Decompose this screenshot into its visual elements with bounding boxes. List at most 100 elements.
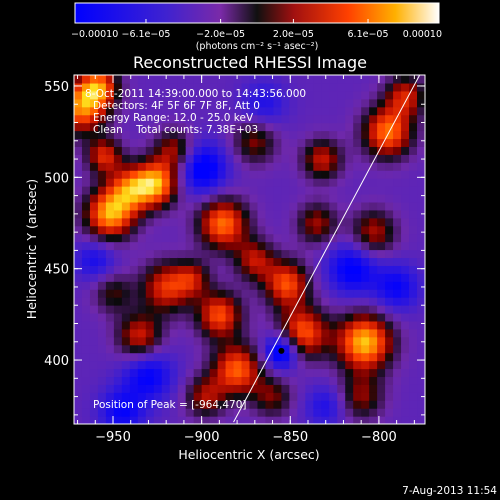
heatmap-cell	[74, 178, 83, 187]
heatmap-cell	[193, 352, 203, 362]
heatmap-cell	[97, 170, 107, 179]
heatmap-cell	[361, 384, 370, 393]
heatmap-cell	[113, 305, 123, 314]
heatmap-cell	[281, 75, 290, 84]
heatmap-cell	[361, 193, 370, 203]
heatmap-cell	[217, 320, 227, 330]
heatmap-cell	[185, 193, 195, 203]
heatmap-cell	[345, 146, 354, 155]
heatmap-cell	[113, 352, 123, 362]
heatmap-cell	[305, 209, 314, 219]
heatmap-cell	[137, 360, 147, 370]
heatmap-cell	[337, 130, 346, 140]
heatmap-cell	[161, 162, 171, 171]
heatmap-cell	[401, 217, 410, 227]
heatmap-cell	[129, 257, 139, 266]
heatmap-cell	[81, 178, 91, 187]
heatmap-cell	[329, 360, 338, 370]
heatmap-cell	[113, 376, 123, 385]
heatmap-cell	[153, 416, 163, 424]
heatmap-cell	[281, 154, 290, 163]
heatmap-cell	[233, 408, 243, 417]
heatmap-cell	[209, 130, 219, 140]
heatmap-cell	[153, 154, 163, 163]
heatmap-cell	[313, 233, 322, 243]
heatmap-cell	[81, 75, 91, 84]
heatmap-cell	[257, 360, 267, 370]
heatmap-cell	[105, 154, 115, 163]
heatmap-cell	[169, 344, 179, 354]
heatmap-cell	[401, 249, 410, 259]
heatmap-cell	[289, 297, 298, 306]
heatmap-cell	[305, 376, 314, 385]
heatmap-cell	[97, 273, 107, 282]
heatmap-cell	[409, 90, 418, 100]
heatmap-cell	[393, 416, 402, 424]
heatmap-cell	[353, 312, 362, 322]
heatmap-cell	[329, 233, 338, 243]
heatmap-cell	[321, 281, 330, 290]
heatmap-cell	[377, 106, 386, 116]
heatmap-cell	[385, 328, 394, 338]
heatmap-cell	[401, 154, 410, 163]
heatmap-cell	[97, 249, 107, 259]
heatmap-cell	[329, 320, 338, 330]
heatmap-cell	[121, 122, 131, 132]
heatmap-cell	[401, 106, 410, 116]
heatmap-cell	[249, 193, 259, 203]
heatmap-cell	[273, 289, 283, 298]
colorbar-ticks: −0.00010 −6.1e−05 −2.0e−05 2.0e−05 6.1e−05 0.…	[71, 19, 442, 40]
heatmap-cell	[369, 368, 378, 378]
heatmap-cell	[289, 162, 298, 171]
heatmap-cell	[74, 122, 83, 132]
heatmap-cell	[121, 90, 131, 100]
heatmap-cell	[385, 384, 394, 393]
heatmap-cell	[305, 170, 314, 179]
heatmap-cell	[393, 241, 402, 251]
heatmap-cell	[153, 281, 163, 290]
heatmap-cell	[249, 162, 259, 171]
heatmap-cell	[137, 297, 147, 306]
heatmap-cell	[217, 289, 227, 298]
heatmap-cell	[193, 178, 203, 187]
heatmap-cell	[153, 320, 163, 330]
heatmap-cell	[74, 400, 83, 409]
heatmap-cell	[409, 209, 418, 219]
heatmap-cell	[273, 360, 283, 370]
heatmap-cell	[393, 320, 402, 330]
heatmap-cell	[209, 281, 219, 290]
heatmap-cell	[289, 336, 298, 346]
heatmap-cell	[97, 344, 107, 354]
heatmap-cell	[401, 90, 410, 100]
heatmap-cell	[313, 384, 322, 393]
heatmap-cell	[305, 336, 314, 346]
heatmap-cell	[193, 122, 203, 132]
heatmap-cell	[313, 305, 322, 314]
heatmap-cell	[345, 376, 354, 385]
heatmap-cell	[321, 106, 330, 116]
heatmap-cell	[81, 416, 91, 424]
heatmap-cell	[281, 289, 290, 298]
heatmap-cell	[409, 170, 418, 179]
heatmap-cell	[137, 400, 147, 409]
heatmap-cell	[313, 273, 322, 282]
heatmap-cell	[401, 376, 410, 385]
heatmap-cell	[401, 265, 410, 274]
heatmap-cell	[193, 82, 203, 92]
heatmap-cell	[145, 400, 155, 409]
heatmap-cell	[241, 344, 251, 354]
heatmap-cell	[393, 170, 402, 179]
heatmap-cell	[241, 305, 251, 314]
detectors-info: Detectors: 4F 5F 6F 7F 8F, Att 0	[93, 100, 260, 112]
heatmap-cell	[193, 392, 203, 401]
heatmap-cell	[169, 297, 179, 306]
heatmap-cell	[201, 273, 211, 282]
heatmap-cell	[265, 257, 275, 266]
heatmap-cell	[273, 384, 283, 393]
heatmap-cell	[169, 336, 179, 346]
heatmap-cell	[161, 201, 171, 211]
heatmap-cell	[81, 352, 91, 362]
heatmap-cell	[153, 328, 163, 338]
heatmap-cell	[193, 408, 203, 417]
heatmap-cell	[393, 344, 402, 354]
